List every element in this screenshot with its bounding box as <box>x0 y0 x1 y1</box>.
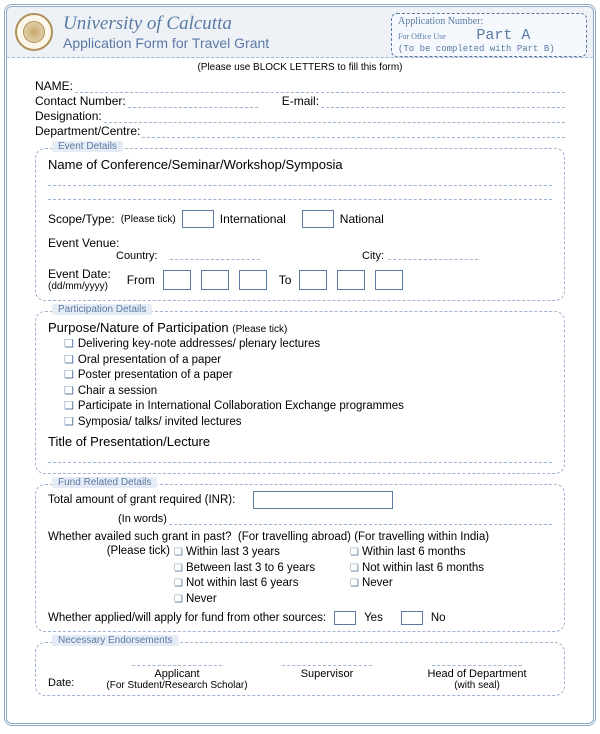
venue-label: Event Venue: <box>48 236 119 250</box>
country-label: Country: <box>116 250 166 262</box>
event-details-section: Event Details Name of Conference/Seminar… <box>35 148 565 301</box>
applicant-sub: (For Student/Research Scholar) <box>102 680 252 691</box>
total-grant-label: Total amount of grant required (INR): <box>48 494 235 506</box>
abroad-header: (For travelling abroad) <box>238 531 351 543</box>
abroad-never[interactable]: Never <box>174 592 350 608</box>
in-words-field[interactable] <box>169 515 552 525</box>
international-label: International <box>220 212 286 226</box>
contact-field[interactable] <box>128 98 258 108</box>
supervisor-label: Supervisor <box>252 668 402 680</box>
conference-name-label: Name of Conference/Seminar/Workshop/Symp… <box>48 157 552 172</box>
abroad-3to6[interactable]: Between last 3 to 6 years <box>174 561 350 577</box>
india-header: (For travelling within India) <box>354 531 489 543</box>
abroad-3yr[interactable]: Within last 3 years <box>174 545 350 561</box>
scope-please-tick: (Please tick) <box>121 214 176 225</box>
participation-section: Participation Details Purpose/Nature of … <box>35 311 565 474</box>
participation-legend: Participation Details <box>52 304 152 315</box>
amount-field[interactable] <box>253 491 393 509</box>
department-field[interactable] <box>142 128 565 138</box>
part-b-note: (To be completed with Part B) <box>398 44 580 54</box>
applicant-label: Applicant <box>102 668 252 680</box>
hod-label: Head of Department <box>402 668 552 680</box>
opt-keynote[interactable]: Delivering key-note addresses/ plenary l… <box>64 337 552 353</box>
city-field[interactable] <box>388 250 478 260</box>
in-words-label: (In words) <box>118 513 167 525</box>
fund-legend: Fund Related Details <box>52 477 157 488</box>
india-never[interactable]: Never <box>350 576 520 592</box>
endorse-legend: Necessary Endorsements <box>52 635 179 646</box>
opt-chair[interactable]: Chair a session <box>64 384 552 400</box>
to-yyyy[interactable] <box>375 270 403 290</box>
purpose-label: Purpose/Nature of Participation <box>48 320 229 335</box>
designation-field[interactable] <box>104 113 565 123</box>
university-logo <box>15 13 53 51</box>
presentation-title-label: Title of Presentation/Lecture <box>48 434 552 449</box>
supervisor-sig-line[interactable] <box>282 665 372 666</box>
abroad-options: Within last 3 years Between last 3 to 6 … <box>174 545 350 607</box>
national-checkbox[interactable] <box>302 210 334 228</box>
no-label: No <box>431 612 446 624</box>
fill-instruction: (Please use BLOCK LETTERS to fill this f… <box>7 62 593 73</box>
india-not6mo[interactable]: Not within last 6 months <box>350 561 520 577</box>
department-label: Department/Centre: <box>35 124 140 138</box>
designation-label: Designation: <box>35 109 102 123</box>
form-body: NAME: Contact Number: E-mail: Designatio… <box>7 79 593 696</box>
name-field[interactable] <box>75 83 565 93</box>
national-label: National <box>340 212 384 226</box>
part-a-label: Part A <box>476 27 530 44</box>
conference-name-line2[interactable] <box>48 188 552 200</box>
app-number-label: Application Number: <box>398 16 580 27</box>
city-label: City: <box>362 250 384 262</box>
international-checkbox[interactable] <box>182 210 214 228</box>
office-use-label: For Office Use <box>398 32 446 41</box>
from-yyyy[interactable] <box>239 270 267 290</box>
india-6mo[interactable]: Within last 6 months <box>350 545 520 561</box>
to-dd[interactable] <box>299 270 327 290</box>
application-number-box: Application Number: For Office Use Part … <box>391 13 587 57</box>
past-grant-question: Whether availed such grant in past? <box>48 531 231 543</box>
name-label: NAME: <box>35 79 73 93</box>
from-dd[interactable] <box>163 270 191 290</box>
other-no-checkbox[interactable] <box>401 611 423 625</box>
date-format-hint: (dd/mm/yyyy) <box>48 281 111 292</box>
from-label: From <box>127 273 155 287</box>
other-sources-label: Whether applied/will apply for fund from… <box>48 612 326 624</box>
from-mm[interactable] <box>201 270 229 290</box>
opt-intl-collab[interactable]: Participate in International Collaborati… <box>64 399 552 415</box>
form-header: University of Calcutta Application Form … <box>7 7 593 58</box>
fund-section: Fund Related Details Total amount of gra… <box>35 484 565 632</box>
to-mm[interactable] <box>337 270 365 290</box>
hod-sub: (with seal) <box>402 680 552 691</box>
to-label: To <box>279 273 292 287</box>
hod-sig-line[interactable] <box>432 665 522 666</box>
opt-oral[interactable]: Oral presentation of a paper <box>64 353 552 369</box>
event-date-label: Event Date: <box>48 268 111 281</box>
participation-options: Delivering key-note addresses/ plenary l… <box>64 337 552 430</box>
contact-label: Contact Number: <box>35 94 126 108</box>
email-label: E-mail: <box>282 94 319 108</box>
form-page: University of Calcutta Application Form … <box>4 4 596 726</box>
event-legend: Event Details <box>52 141 123 152</box>
applicant-sig-line[interactable] <box>132 665 222 666</box>
abroad-not6[interactable]: Not within last 6 years <box>174 576 350 592</box>
india-options: Within last 6 months Not within last 6 m… <box>350 545 520 607</box>
email-field[interactable] <box>321 98 565 108</box>
endorsements-section: Necessary Endorsements Date: Applicant (… <box>35 642 565 696</box>
opt-poster[interactable]: Poster presentation of a paper <box>64 368 552 384</box>
date-label: Date: <box>48 677 74 689</box>
purpose-please-tick: (Please tick) <box>232 324 287 335</box>
conference-name-line1[interactable] <box>48 174 552 186</box>
presentation-title-line[interactable] <box>48 451 552 463</box>
yes-label: Yes <box>364 612 383 624</box>
scope-label: Scope/Type: <box>48 212 115 226</box>
opt-symposia[interactable]: Symposia/ talks/ invited lectures <box>64 415 552 431</box>
past-please-tick: (Please tick) <box>107 545 170 557</box>
country-field[interactable] <box>170 250 260 260</box>
other-yes-checkbox[interactable] <box>334 611 356 625</box>
